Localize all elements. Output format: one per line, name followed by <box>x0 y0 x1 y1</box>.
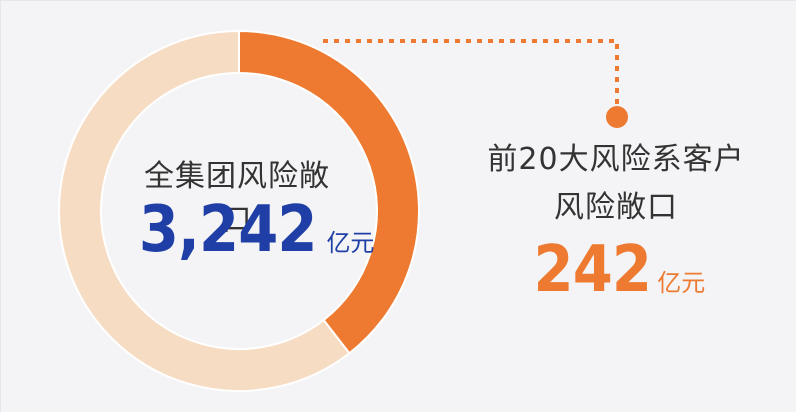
highlight-value: 242 <box>533 233 651 307</box>
slice-highlight <box>238 29 420 355</box>
highlight-label-line1: 前20大风险系客户 <box>487 142 745 177</box>
callout-dot <box>606 106 628 128</box>
slice-rest <box>58 29 351 392</box>
total-label: 全集团风险敞口 <box>144 159 330 238</box>
total-value: 3,242 <box>138 193 318 267</box>
highlight-label: 前20大风险系客户 风险敞口 <box>461 136 771 232</box>
callout-connector <box>323 39 628 128</box>
highlight-label-line2: 风险敞口 <box>554 190 678 225</box>
highlight-unit: 亿元 <box>657 269 706 297</box>
highlight-value-row: 242 亿元 <box>471 233 761 307</box>
donut-slices <box>58 29 420 392</box>
callout-dotted-line <box>323 39 619 113</box>
total-unit: 亿元 <box>326 229 375 257</box>
total-value-row: 3,242 亿元 <box>129 193 375 267</box>
